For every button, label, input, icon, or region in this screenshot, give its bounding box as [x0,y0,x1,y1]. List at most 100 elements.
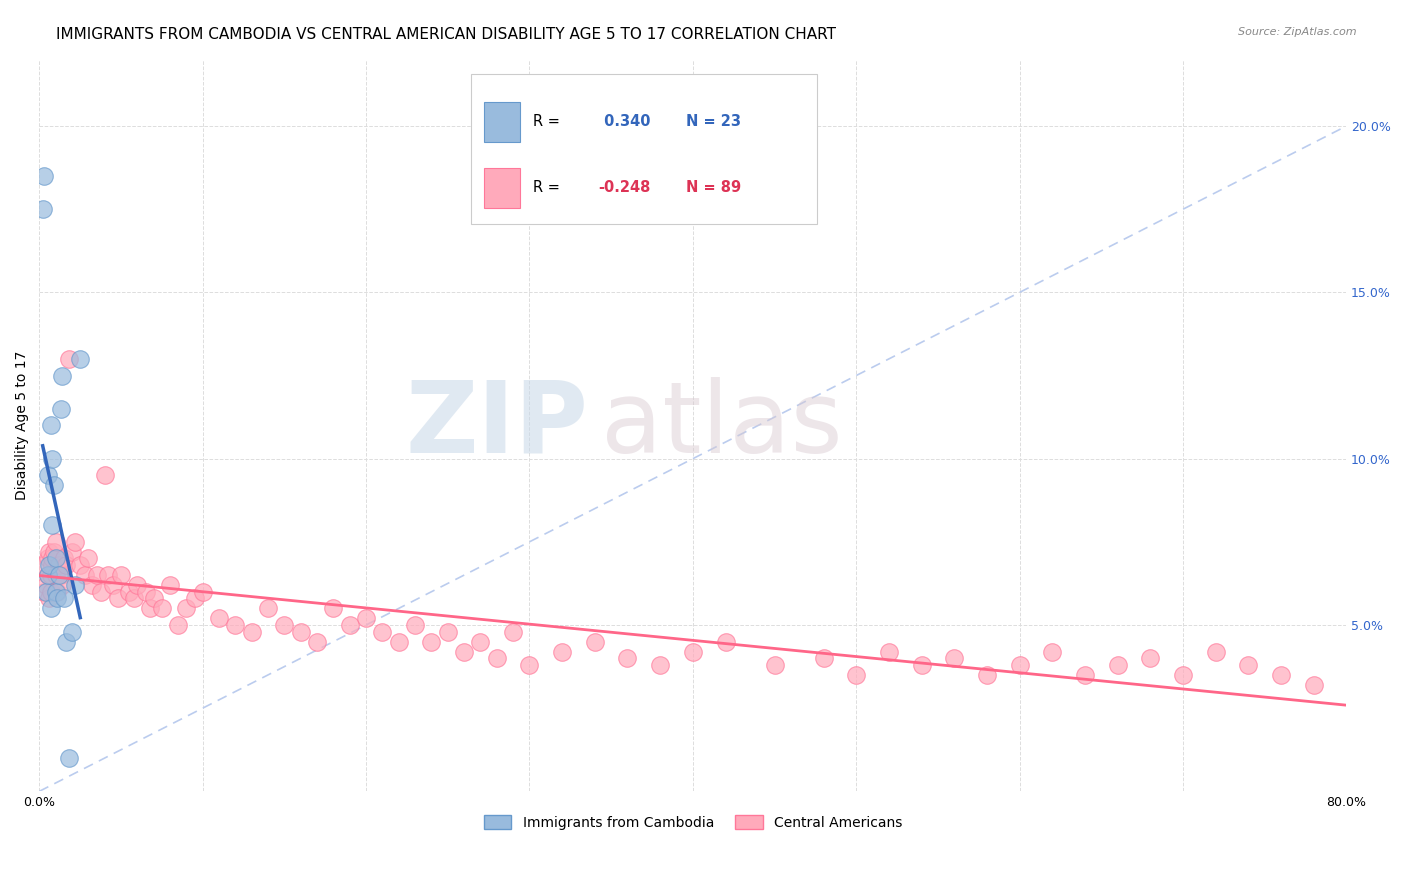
Point [42,478,65,492]
Point [404,618,426,632]
Point [224,618,246,632]
Point [943,651,966,665]
Point [35,578,58,592]
Point [1040,644,1063,658]
Point [110,568,132,582]
Point [167,618,190,632]
Point [94,468,117,483]
Point [38,591,60,606]
Point [75,568,97,582]
Point [37,568,59,582]
Point [55,634,77,648]
Point [41,558,63,573]
Point [46,591,69,606]
Point [583,634,606,648]
Point [139,601,162,615]
Point [122,591,145,606]
Bar [484,168,520,208]
Point [34,169,56,183]
Point [322,601,344,615]
Text: R =: R = [533,114,565,129]
Point [58,351,80,366]
Point [31,558,53,573]
Point [682,644,704,658]
Point [1205,644,1227,658]
Point [208,611,231,625]
Point [339,618,361,632]
Point [910,657,932,672]
Point [80,578,103,592]
Point [48,568,70,582]
Point [1074,668,1097,682]
Point [49,401,72,416]
Point [354,611,377,625]
Point [51,578,73,592]
Point [41,551,63,566]
Point [39,584,62,599]
Point [650,657,672,672]
Point [34,584,56,599]
Point [77,551,100,566]
Point [273,618,295,632]
Point [763,657,786,672]
Point [65,534,87,549]
Text: 0.340: 0.340 [599,114,650,129]
Point [58,751,80,765]
Point [39,418,62,433]
Point [31,202,53,217]
Point [616,651,638,665]
Point [97,568,120,582]
Point [191,584,214,599]
Point [69,558,91,573]
Point [176,601,198,615]
Point [38,545,60,559]
Point [37,551,59,566]
Text: IMMIGRANTS FROM CAMBODIA VS CENTRAL AMERICAN DISABILITY AGE 5 TO 17 CORRELATION : IMMIGRANTS FROM CAMBODIA VS CENTRAL AMER… [56,27,837,42]
Point [290,624,312,639]
Point [813,651,835,665]
Point [45,584,67,599]
Text: R =: R = [533,180,565,195]
Point [37,468,59,483]
Bar [484,102,520,142]
Point [45,568,67,582]
Point [436,624,458,639]
Point [1171,668,1194,682]
Text: N = 89: N = 89 [686,180,741,195]
Point [35,584,58,599]
Point [51,368,73,383]
Point [46,584,69,599]
Point [101,578,124,592]
Point [150,601,173,615]
Point [41,518,63,533]
Point [453,644,475,658]
Point [877,644,900,658]
Point [86,568,108,582]
Point [107,591,129,606]
Point [65,578,87,592]
Point [1008,657,1031,672]
Point [135,584,157,599]
Point [90,584,112,599]
Text: Source: ZipAtlas.com: Source: ZipAtlas.com [1239,27,1357,37]
Point [45,551,67,566]
Point [183,591,205,606]
Legend: Immigrants from Cambodia, Central Americans: Immigrants from Cambodia, Central Americ… [478,810,908,836]
Point [49,568,72,582]
Point [52,591,75,606]
Point [127,578,149,592]
Point [39,601,62,615]
Point [371,624,394,639]
Point [38,558,60,573]
Text: atlas: atlas [602,377,844,474]
Point [420,634,443,648]
Point [1237,657,1260,672]
Point [41,451,63,466]
Point [714,634,737,648]
Point [52,551,75,566]
Point [55,558,77,573]
Point [257,601,280,615]
Point [1107,657,1129,672]
Point [470,634,492,648]
Text: N = 23: N = 23 [686,114,741,129]
